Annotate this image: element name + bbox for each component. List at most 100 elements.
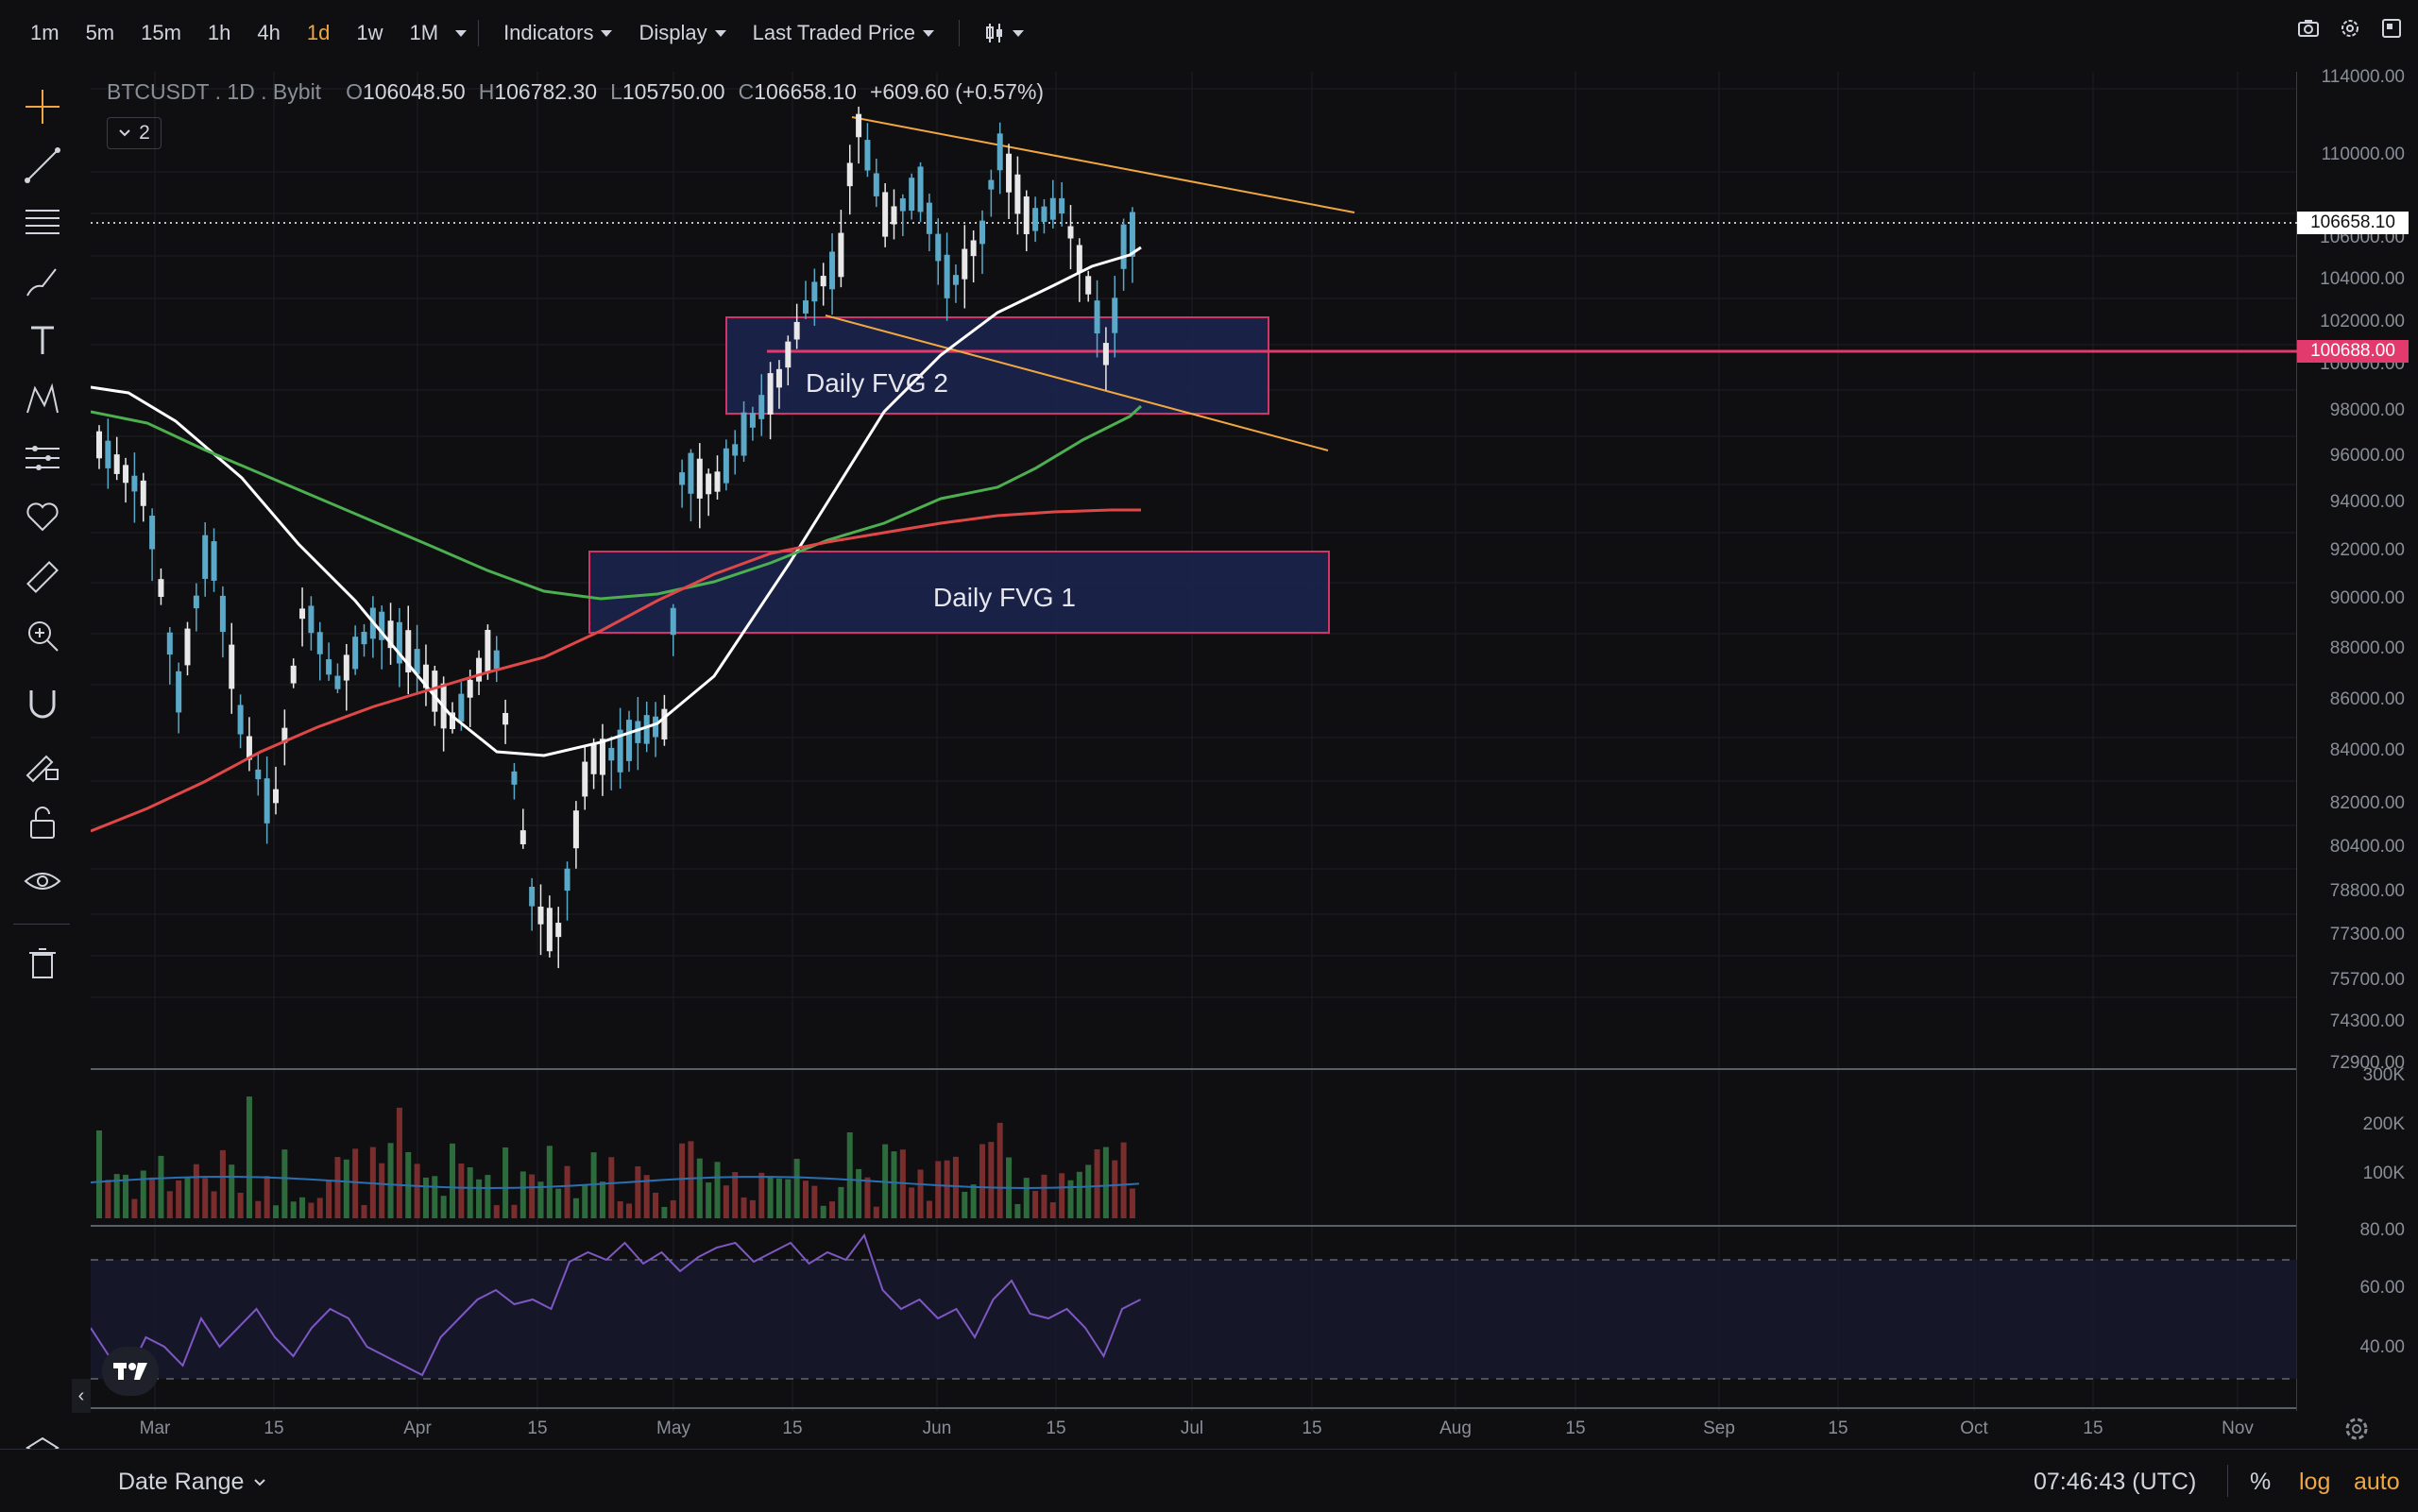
measure-tool[interactable] xyxy=(21,555,64,599)
camera-icon[interactable] xyxy=(2297,17,2320,40)
candle-body xyxy=(1094,300,1100,334)
price-chart[interactable] xyxy=(91,72,2297,1411)
volume-bar xyxy=(193,1164,199,1218)
timeframe-4h[interactable]: 4h xyxy=(257,21,281,44)
gear-icon[interactable] xyxy=(2342,1415,2371,1443)
candle-body xyxy=(432,671,438,712)
timeframe-1h[interactable]: 1h xyxy=(207,21,231,44)
timeframe-1m[interactable]: 1m xyxy=(30,21,60,44)
time-tick: Jun xyxy=(922,1419,952,1438)
favorites-tool[interactable] xyxy=(21,495,64,538)
candle-body xyxy=(131,475,138,492)
candle-body xyxy=(846,162,853,187)
fib-tool[interactable] xyxy=(21,200,64,244)
percent-toggle[interactable]: % xyxy=(2250,1469,2272,1495)
price-tick: 98000.00 xyxy=(2329,400,2405,420)
hide-drawings-tool[interactable] xyxy=(21,859,64,903)
tv-logo[interactable] xyxy=(102,1347,159,1396)
price-tick: 104000.00 xyxy=(2320,269,2405,289)
lock-drawings-tool[interactable] xyxy=(21,742,64,786)
display-label: Display xyxy=(639,21,707,44)
candle-type-menu[interactable] xyxy=(971,22,1037,44)
volume-bar xyxy=(290,1201,297,1218)
volume-bar xyxy=(343,1159,349,1218)
chevron-down-icon xyxy=(1013,29,1025,37)
timeframe-5m[interactable]: 5m xyxy=(85,21,115,44)
change-value: +609.60 (+0.57%) xyxy=(869,79,1045,104)
close-value: 106658.10 xyxy=(754,79,857,104)
divider xyxy=(959,20,961,46)
display-menu[interactable]: Display xyxy=(625,21,739,45)
candle-body xyxy=(1006,153,1013,193)
forecast-icon xyxy=(26,446,60,470)
unlock-tool[interactable] xyxy=(21,801,64,844)
candle-body xyxy=(166,632,173,655)
trendline-tool[interactable] xyxy=(21,144,64,187)
candle-body xyxy=(952,275,959,285)
candle-body xyxy=(485,629,491,671)
price-tick: 90000.00 xyxy=(2329,588,2405,608)
volume-bar xyxy=(299,1197,306,1218)
indicators-menu[interactable]: Indicators xyxy=(490,21,625,45)
timeframe-1M[interactable]: 1M xyxy=(409,21,439,44)
volume-bar xyxy=(1120,1142,1127,1218)
candle-body xyxy=(572,810,579,849)
fullscreen-icon[interactable] xyxy=(2380,17,2403,40)
pattern-tool[interactable] xyxy=(21,378,64,421)
forecast-tool[interactable] xyxy=(21,436,64,480)
volume-bar xyxy=(229,1164,235,1218)
magnet-tool[interactable] xyxy=(21,682,64,725)
candle-body xyxy=(1120,224,1127,269)
candle-body xyxy=(537,906,544,925)
bottom-toolbar: Date Range 07:46:43 (UTC) % log auto xyxy=(0,1449,2418,1512)
volume-bar xyxy=(96,1130,102,1218)
symbol-label[interactable]: BTCUSDT . 1D . Bybit xyxy=(107,79,322,104)
settings-icon[interactable] xyxy=(2339,17,2361,40)
crosshair-tool[interactable] xyxy=(21,85,64,128)
candle-body xyxy=(732,444,739,456)
brush-tool[interactable] xyxy=(21,261,64,304)
volume-bar xyxy=(970,1184,977,1218)
candle-body xyxy=(617,729,623,773)
auto-toggle[interactable]: auto xyxy=(2354,1469,2400,1495)
volume-bar xyxy=(255,1200,262,1218)
time-tick: 15 xyxy=(527,1419,548,1438)
date-range-button[interactable]: Date Range xyxy=(118,1469,266,1496)
volume-bar xyxy=(962,1191,968,1218)
timeframe-15m[interactable]: 15m xyxy=(141,21,181,44)
timeframe-dropdown-icon[interactable] xyxy=(455,29,468,37)
volume-bar xyxy=(996,1122,1003,1218)
volume-bar xyxy=(326,1180,332,1218)
rsi-band xyxy=(91,1260,2297,1379)
candle-body xyxy=(219,595,226,633)
remove-drawings-tool[interactable] xyxy=(21,941,64,984)
price-source-menu[interactable]: Last Traded Price xyxy=(740,21,947,45)
open-value: 106048.50 xyxy=(362,79,466,104)
timeframe-1w[interactable]: 1w xyxy=(356,21,383,44)
log-toggle[interactable]: log xyxy=(2299,1469,2331,1495)
utc-clock[interactable]: 07:46:43 (UTC) xyxy=(2034,1469,2197,1495)
volume-bar xyxy=(1102,1147,1109,1218)
zoom-tool[interactable] xyxy=(21,614,64,657)
scroll-left-button[interactable]: ‹ xyxy=(72,1379,91,1413)
volume-bar xyxy=(149,1177,156,1218)
volume-bar xyxy=(635,1166,641,1218)
time-axis[interactable]: Mar 15 Apr 15 May 15 Jun 15 Jul 15 Aug 1… xyxy=(91,1411,2297,1449)
volume-bar xyxy=(140,1170,146,1218)
candle-body xyxy=(899,198,906,212)
legend-collapse-button[interactable]: 2 xyxy=(107,117,162,149)
price-source-label: Last Traded Price xyxy=(752,21,916,44)
candle-body xyxy=(1032,208,1039,231)
volume-bar xyxy=(202,1178,209,1218)
candle-body xyxy=(405,630,412,672)
volume-bar xyxy=(572,1198,579,1218)
volume-bar xyxy=(422,1177,429,1218)
candle-body xyxy=(361,632,367,645)
candle-body xyxy=(113,454,120,474)
time-tick: 15 xyxy=(1565,1419,1586,1438)
timeframe-1d[interactable]: 1d xyxy=(306,21,331,44)
text-tool[interactable] xyxy=(21,319,64,363)
chevron-down-icon xyxy=(119,129,130,137)
price-axis[interactable]: 114000.00 110000.00 106000.00 104000.00 … xyxy=(2297,66,2418,1411)
candle-body xyxy=(767,373,774,415)
